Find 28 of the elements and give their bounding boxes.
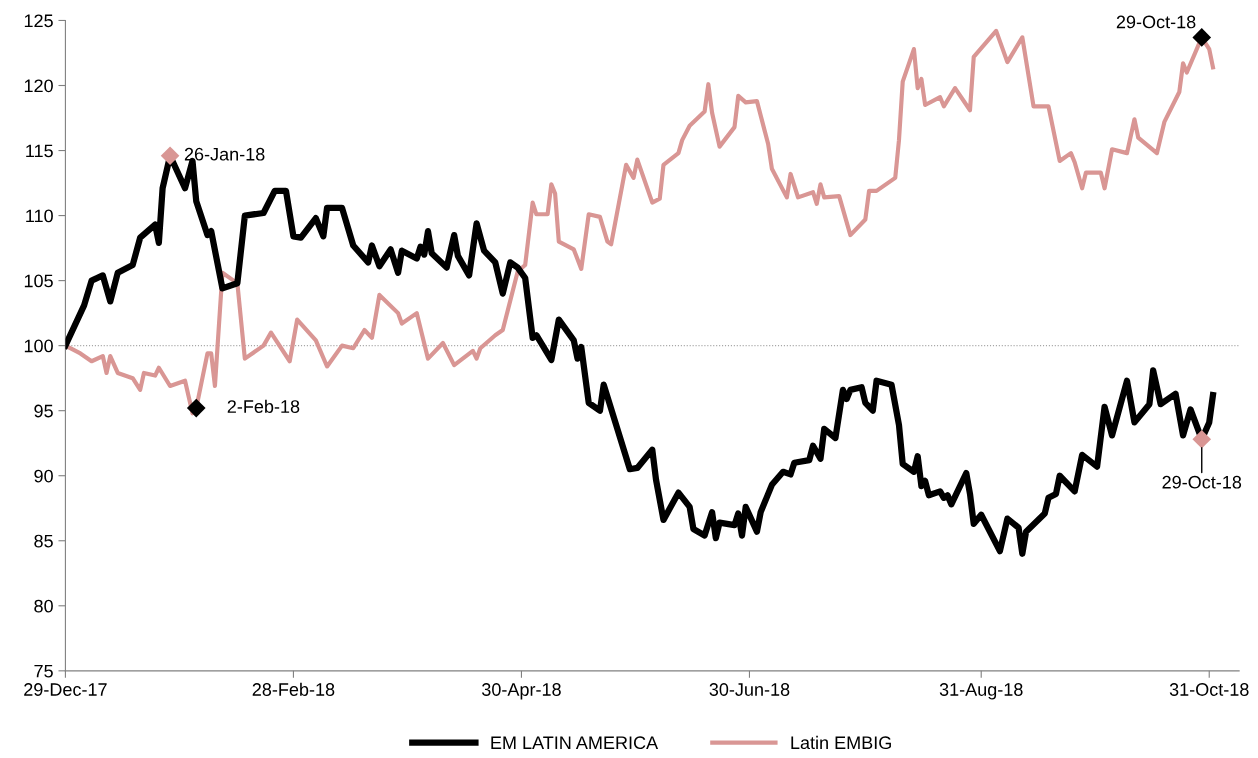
point: [1192, 429, 1212, 449]
y-tick-label: 110: [26, 209, 53, 223]
y-tick-label: 100: [24, 339, 53, 353]
y-tick-label: 115: [26, 144, 53, 158]
x-tick-label: 30-Jun-18: [709, 683, 790, 696]
point: [160, 146, 180, 166]
x-tick-label: 30-Apr-18: [481, 683, 561, 700]
legend-label: Latin EMBIG: [791, 735, 891, 750]
legend-label: EM LATIN AMERICA: [491, 736, 659, 750]
line-series: [65, 28, 1216, 416]
y-tick-label: 90: [34, 469, 53, 483]
annotation: 26-Jan-18: [184, 147, 265, 161]
annotation: 2-Feb-18: [227, 399, 300, 413]
x-tick-label: 28-Feb-18: [252, 682, 335, 696]
x-tick-label: 31-Aug-18: [939, 683, 1023, 700]
y-tick-label: 125: [24, 14, 53, 28]
y-tick-label: 105: [24, 274, 53, 288]
y-tick-label: 95: [34, 404, 53, 418]
y-tick-label: 120: [24, 79, 53, 93]
annotation: 29-Oct-18: [1162, 475, 1242, 489]
x-tick-label: 29-Dec-17: [24, 683, 107, 696]
point: [186, 398, 206, 418]
y-tick-label: 85: [34, 534, 53, 548]
x-tick-label: 31-Oct-18: [1169, 683, 1249, 696]
y-tick-label: 75: [34, 664, 53, 678]
point: [1192, 28, 1212, 47]
y-tick-label: 80: [34, 599, 53, 613]
annotation: 29-Oct-18: [1116, 15, 1196, 29]
